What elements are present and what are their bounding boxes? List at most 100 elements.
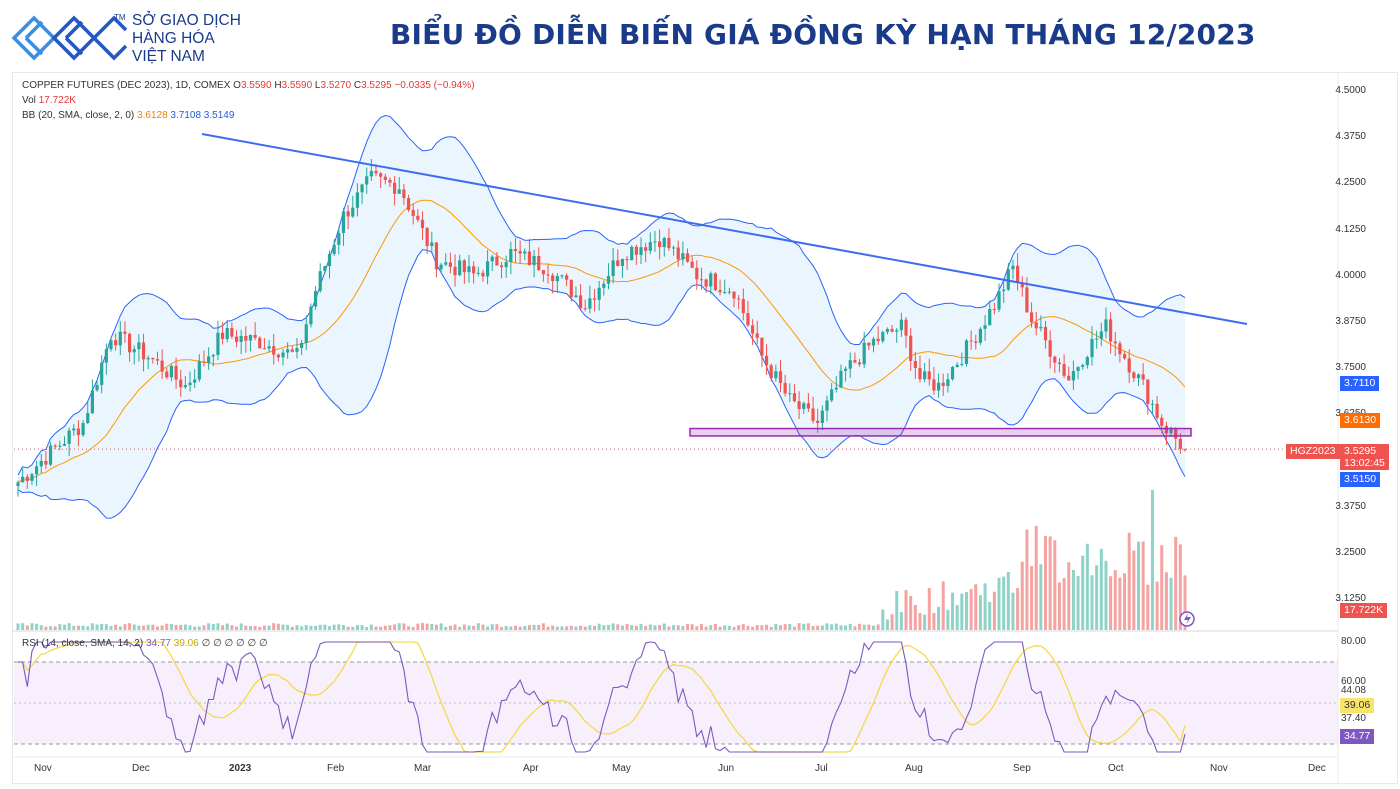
- volume-bar: [527, 625, 531, 630]
- volume-bar: [53, 626, 57, 630]
- volume-bar: [72, 625, 76, 630]
- legend-rsi-value: 34.77: [145, 638, 171, 649]
- y-tick: 4.1250: [1335, 224, 1366, 235]
- candle-body: [425, 228, 429, 247]
- volume-bar: [941, 581, 945, 630]
- candle-body: [183, 385, 187, 388]
- volume-bar: [458, 626, 462, 630]
- volume-bar: [523, 625, 527, 630]
- volume-bar: [328, 626, 332, 630]
- volume-bar: [634, 625, 638, 630]
- volume-bar: [667, 626, 671, 630]
- candle-body: [434, 242, 439, 270]
- legend-low: 3.5270: [320, 80, 352, 91]
- candle-body: [797, 401, 801, 409]
- volume-bar: [444, 626, 448, 630]
- candle-body: [792, 393, 797, 402]
- legend-bb-lower: 3.5149: [203, 110, 235, 121]
- volume-bar: [834, 623, 838, 630]
- y-tick: 4.5000: [1335, 85, 1366, 96]
- candle-body: [25, 476, 29, 481]
- volume-bar: [537, 624, 541, 630]
- candle-body: [1118, 343, 1122, 355]
- candle-body: [904, 319, 908, 336]
- volume-bar: [792, 626, 796, 630]
- candle-body: [1071, 371, 1076, 381]
- candle-body: [1034, 322, 1038, 329]
- candle-body: [648, 242, 652, 251]
- candle-body: [360, 184, 364, 193]
- candle-body: [843, 368, 848, 371]
- volume-bar: [904, 590, 908, 630]
- volume-bar: [16, 623, 20, 630]
- candle-body: [374, 170, 378, 174]
- candle-body: [946, 379, 950, 386]
- candle-body: [723, 291, 727, 293]
- candle-body: [1150, 403, 1155, 405]
- candle-body: [551, 275, 555, 282]
- candle-body: [1099, 331, 1103, 339]
- candle-body: [1067, 375, 1071, 381]
- resistance-trendline: [201, 133, 1248, 325]
- candle-body: [574, 295, 578, 298]
- volume-bar: [49, 626, 53, 630]
- volume-bar: [1067, 562, 1071, 630]
- volume-bar: [1076, 576, 1080, 630]
- volume-bar: [230, 625, 234, 630]
- rsi-tick: 37.40: [1340, 713, 1366, 724]
- org-line-3: VIỆT NAM: [132, 48, 205, 65]
- volume-bar: [606, 624, 610, 630]
- candle-body: [620, 259, 625, 266]
- candle-body: [1090, 338, 1094, 358]
- volume-bar: [30, 623, 34, 630]
- volume-bar: [676, 625, 680, 630]
- volume-bar: [1099, 548, 1103, 630]
- candle-body: [365, 176, 369, 185]
- x-tick: Sep: [1013, 763, 1031, 774]
- volume-bar: [593, 625, 597, 630]
- volume-bar: [165, 623, 169, 630]
- volume-bar: [388, 625, 392, 630]
- volume-bar: [95, 624, 99, 630]
- candle-body: [58, 445, 62, 447]
- candle-body: [899, 319, 903, 331]
- candle-body: [216, 332, 220, 355]
- candle-body: [862, 342, 866, 365]
- volume-bar: [871, 625, 875, 630]
- volume-bar: [699, 624, 703, 630]
- org-line-1: SỞ GIAO DỊCH: [132, 12, 241, 29]
- candle-body: [932, 379, 936, 391]
- candle-body: [318, 271, 322, 291]
- rsi-line: [18, 641, 1186, 753]
- candle-body: [458, 260, 462, 276]
- candle-body: [262, 348, 267, 350]
- candle-body: [1095, 338, 1099, 340]
- candle-body: [1155, 403, 1159, 418]
- candle-body: [936, 382, 941, 391]
- candle-body: [1183, 448, 1187, 450]
- candle-body: [867, 342, 871, 346]
- volume-bar: [1164, 572, 1168, 630]
- volume-bar: [1020, 561, 1024, 630]
- volume-bar: [118, 626, 122, 630]
- volume-bar: [630, 625, 634, 630]
- volume-bar: [420, 623, 424, 630]
- volume-bar: [76, 625, 80, 630]
- volume-bar: [546, 626, 550, 630]
- candle-body: [755, 333, 759, 338]
- volume-bar: [616, 624, 620, 630]
- candle-body: [1113, 341, 1117, 344]
- volume-bar: [123, 624, 127, 630]
- x-tick: Aug: [905, 763, 923, 774]
- candle-body: [834, 387, 838, 390]
- volume-bar: [360, 625, 364, 630]
- volume-bar: [1030, 566, 1034, 630]
- candle-body: [509, 248, 513, 262]
- candle-body: [1174, 429, 1178, 439]
- volume-bar: [732, 626, 736, 630]
- volume-bar: [58, 624, 62, 630]
- candle-body: [541, 270, 545, 275]
- volume-bar: [1085, 543, 1089, 630]
- volume-bar: [1150, 490, 1154, 630]
